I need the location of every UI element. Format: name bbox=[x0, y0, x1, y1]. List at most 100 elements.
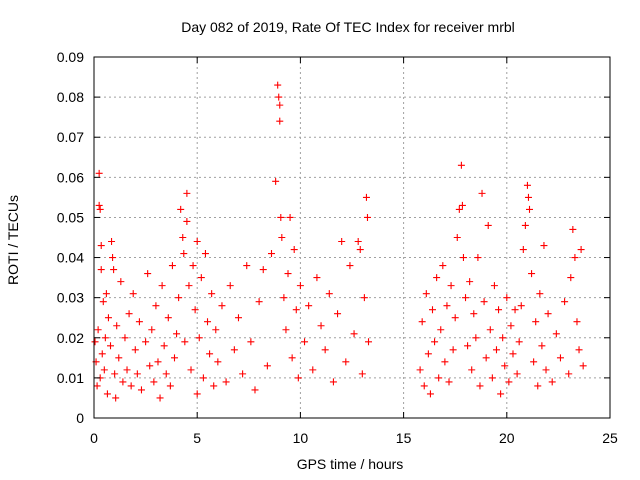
data-point bbox=[305, 302, 313, 310]
data-point bbox=[226, 282, 234, 290]
x-axis-ticks: 0 5 10 15 20 25 bbox=[90, 57, 618, 446]
data-point bbox=[208, 290, 216, 298]
data-point bbox=[272, 177, 280, 185]
data-point bbox=[113, 322, 121, 330]
data-point bbox=[294, 374, 302, 382]
data-point bbox=[276, 101, 284, 109]
data-point bbox=[247, 338, 255, 346]
data-point bbox=[526, 205, 534, 213]
data-point bbox=[125, 310, 133, 318]
data-point bbox=[536, 290, 544, 298]
data-point bbox=[199, 374, 207, 382]
data-point bbox=[437, 326, 445, 334]
y-tick-label: 0 bbox=[76, 410, 84, 426]
data-point bbox=[234, 314, 242, 322]
data-point bbox=[94, 326, 102, 334]
data-point bbox=[206, 350, 214, 358]
data-point bbox=[513, 370, 521, 378]
data-point bbox=[458, 201, 466, 209]
data-point bbox=[95, 169, 103, 177]
data-point bbox=[443, 302, 451, 310]
data-point bbox=[515, 338, 523, 346]
data-point bbox=[109, 254, 117, 262]
data-point bbox=[91, 338, 99, 346]
data-point bbox=[104, 314, 112, 322]
data-point bbox=[204, 318, 212, 326]
data-point bbox=[532, 318, 540, 326]
data-point bbox=[484, 221, 492, 229]
data-point bbox=[142, 338, 150, 346]
data-point bbox=[127, 382, 135, 390]
data-point bbox=[168, 262, 176, 270]
data-point bbox=[108, 238, 116, 246]
data-point bbox=[135, 318, 143, 326]
x-tick-label: 5 bbox=[193, 430, 201, 446]
data-point bbox=[449, 346, 457, 354]
data-point bbox=[286, 213, 294, 221]
data-point bbox=[422, 290, 430, 298]
y-axis-ticks: 0 0.01 0.02 0.03 0.04 0.05 0.06 0.07 0.08 0.09 bbox=[57, 49, 610, 426]
x-tick-label: 15 bbox=[396, 430, 412, 446]
data-point bbox=[474, 254, 482, 262]
data-point bbox=[435, 374, 443, 382]
data-point bbox=[497, 390, 505, 398]
data-points bbox=[91, 81, 587, 402]
data-point bbox=[329, 378, 337, 386]
data-point bbox=[177, 205, 185, 213]
data-point bbox=[360, 294, 368, 302]
data-point bbox=[277, 213, 285, 221]
data-point bbox=[534, 382, 542, 390]
data-point bbox=[201, 250, 209, 258]
data-point bbox=[129, 290, 137, 298]
y-tick-label: 0.01 bbox=[57, 370, 84, 386]
data-point bbox=[462, 294, 470, 302]
data-point bbox=[175, 294, 183, 302]
data-point bbox=[503, 294, 511, 302]
data-point bbox=[282, 326, 290, 334]
data-point bbox=[112, 394, 120, 402]
data-point bbox=[115, 354, 123, 362]
data-point bbox=[107, 342, 115, 350]
x-tick-label: 10 bbox=[293, 430, 309, 446]
y-tick-label: 0.03 bbox=[57, 290, 84, 306]
data-point bbox=[284, 270, 292, 278]
data-point bbox=[362, 193, 370, 201]
data-point bbox=[544, 310, 552, 318]
y-tick-label: 0.06 bbox=[57, 169, 84, 185]
data-point bbox=[455, 205, 463, 213]
data-point bbox=[354, 238, 362, 246]
data-point bbox=[571, 254, 579, 262]
y-tick-label: 0.07 bbox=[57, 129, 84, 145]
data-point bbox=[472, 334, 480, 342]
data-point bbox=[133, 370, 141, 378]
data-point bbox=[492, 346, 500, 354]
data-point bbox=[363, 213, 371, 221]
data-point bbox=[470, 310, 478, 318]
data-point bbox=[579, 362, 587, 370]
data-point bbox=[101, 334, 109, 342]
data-point bbox=[97, 242, 105, 250]
data-point bbox=[418, 318, 426, 326]
data-point bbox=[193, 238, 201, 246]
data-point bbox=[365, 338, 373, 346]
y-tick-label: 0.05 bbox=[57, 209, 84, 225]
data-point bbox=[280, 294, 288, 302]
data-point bbox=[158, 282, 166, 290]
data-point bbox=[426, 390, 434, 398]
data-point bbox=[501, 362, 509, 370]
data-point bbox=[561, 298, 569, 306]
data-point bbox=[251, 386, 259, 394]
data-point bbox=[464, 342, 472, 350]
data-point bbox=[170, 354, 178, 362]
data-point bbox=[119, 378, 127, 386]
data-point bbox=[239, 370, 247, 378]
data-point bbox=[181, 338, 189, 346]
data-point bbox=[575, 346, 583, 354]
data-point bbox=[187, 366, 195, 374]
data-point bbox=[524, 193, 532, 201]
data-point bbox=[505, 378, 513, 386]
data-point bbox=[292, 306, 300, 314]
x-axis-label: GPS time / hours bbox=[297, 456, 404, 472]
data-point bbox=[480, 298, 488, 306]
data-point bbox=[276, 117, 284, 125]
